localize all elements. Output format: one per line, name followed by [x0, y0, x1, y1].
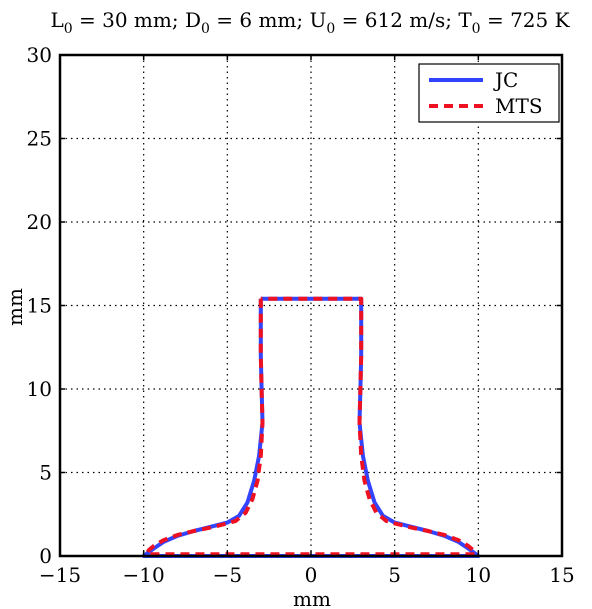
y-tick-label: 20	[27, 210, 52, 234]
x-tick-label: 0	[305, 563, 318, 587]
y-tick-label: 10	[27, 377, 52, 401]
series-line-mts	[145, 296, 477, 557]
x-tick-label: 5	[388, 563, 401, 587]
title-segment: = 725 K	[481, 8, 571, 32]
title-segment: 0	[326, 21, 335, 37]
title-segment: 0	[64, 21, 73, 37]
x-tick-label: −5	[213, 563, 242, 587]
title-segment: L	[50, 8, 63, 32]
legend-label-mts: MTS	[495, 94, 543, 118]
ticks: −15 −10 −5 0 5 10 15 0 5 10 15 20 25 30	[27, 43, 575, 587]
legend-label-jc: JC	[493, 68, 518, 92]
title-segment: = 612 m/s; T	[335, 8, 472, 32]
plot-frame	[58, 53, 564, 558]
title-segment: = 6 mm; U	[210, 8, 326, 32]
legend-box	[418, 63, 560, 123]
title-segment: 0	[201, 21, 210, 37]
chart-title: L0 = 30 mm; D0 = 6 mm; U0 = 612 m/s; T0 …	[50, 8, 570, 37]
y-tick-label: 5	[39, 461, 52, 485]
x-tick-label: 10	[466, 563, 491, 587]
x-tick-label: −10	[123, 563, 165, 587]
y-tick-label: 0	[39, 544, 52, 568]
title-segment: 0	[472, 21, 481, 37]
x-tick-label: −15	[39, 563, 81, 587]
y-tick-label: 30	[27, 43, 52, 67]
x-tick-label: 15	[549, 563, 574, 587]
y-tick-label: 25	[27, 127, 52, 151]
y-tick-label: 15	[27, 294, 52, 318]
y-axis-label: mm	[3, 288, 27, 326]
title-segment: = 30 mm; D	[73, 8, 201, 32]
x-axis-label: mm	[293, 587, 331, 609]
grid	[60, 55, 562, 556]
